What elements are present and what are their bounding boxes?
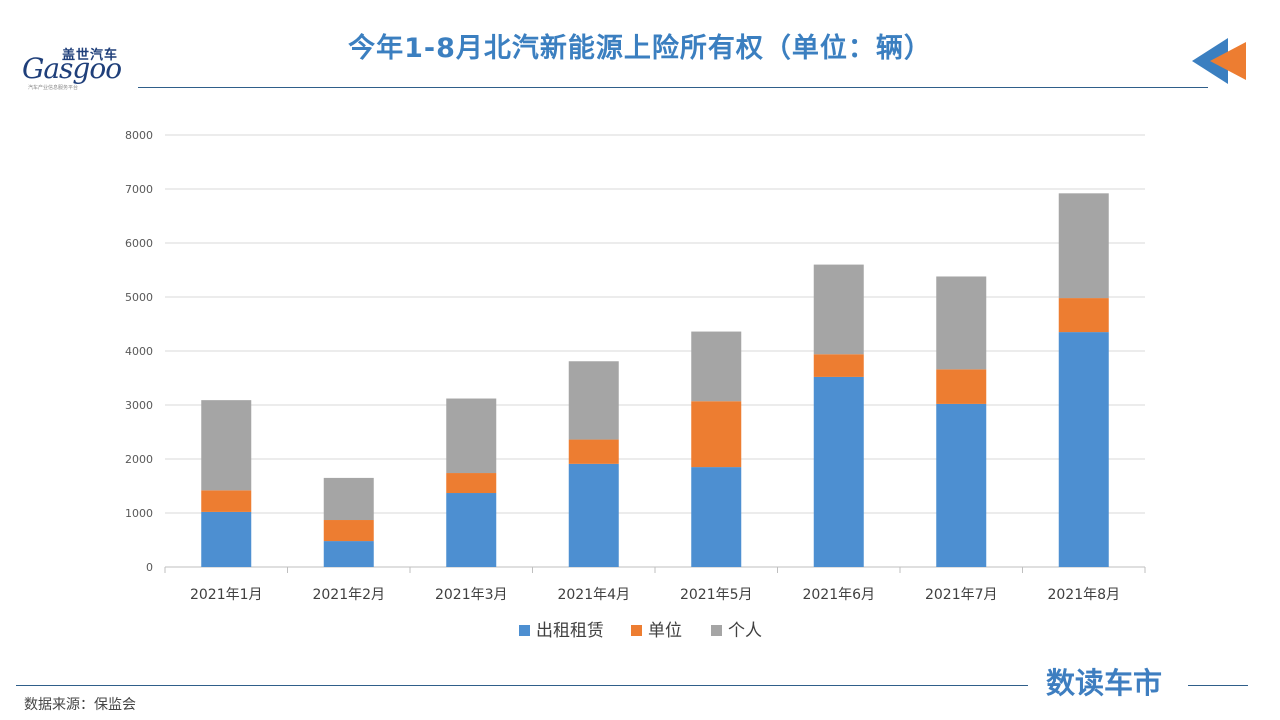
bar-segment bbox=[201, 511, 252, 567]
legend-label: 个人 bbox=[728, 621, 762, 641]
footer-divider-left bbox=[16, 685, 1028, 686]
logo-english-text: Gasgoo bbox=[22, 52, 122, 85]
x-tick-label: 2021年3月 bbox=[435, 587, 508, 603]
bar-segment bbox=[323, 520, 374, 542]
legend-swatch bbox=[519, 625, 530, 636]
bar-segment bbox=[201, 490, 252, 512]
y-tick-label: 4000 bbox=[125, 345, 153, 358]
title-divider bbox=[138, 87, 1208, 88]
logo-tagline: 汽车产业信息服务平台 bbox=[28, 85, 79, 91]
bar-segment bbox=[936, 369, 987, 404]
x-tick-label: 2021年6月 bbox=[802, 587, 875, 603]
bar-segment bbox=[691, 401, 742, 468]
bar-segment bbox=[813, 354, 864, 377]
page-title: 今年1-8月北汽新能源上险所有权（单位：辆） bbox=[348, 33, 932, 64]
bar-segment bbox=[323, 477, 374, 521]
y-tick-label: 1000 bbox=[125, 507, 153, 520]
bar-segment bbox=[568, 361, 619, 440]
bar-segment bbox=[691, 467, 742, 567]
x-tick-label: 2021年4月 bbox=[557, 587, 630, 603]
bar-segment bbox=[1058, 332, 1109, 567]
legend-swatch bbox=[631, 625, 642, 636]
y-tick-label: 3000 bbox=[125, 399, 153, 412]
bar-segment bbox=[323, 541, 374, 567]
bar-segment bbox=[691, 331, 742, 402]
gasgoo-logo: 盖世汽车 Gasgoo 汽车产业信息服务平台 bbox=[22, 42, 142, 92]
footer-divider-right bbox=[1188, 685, 1248, 686]
x-tick-label: 2021年7月 bbox=[925, 587, 998, 603]
bar-segment bbox=[1058, 298, 1109, 333]
bar-segment bbox=[936, 403, 987, 567]
y-tick-label: 2000 bbox=[125, 453, 153, 466]
bar-segment bbox=[813, 264, 864, 355]
bar-segment bbox=[813, 376, 864, 567]
logo-chinese-text: 盖世汽车 bbox=[62, 48, 119, 63]
x-tick-label: 2021年5月 bbox=[680, 587, 753, 603]
x-tick-label: 2021年1月 bbox=[190, 587, 263, 603]
legend-swatch bbox=[711, 625, 722, 636]
bar-segment bbox=[568, 439, 619, 464]
y-tick-label: 5000 bbox=[125, 291, 153, 304]
bar-segment bbox=[446, 473, 497, 494]
y-tick-label: 8000 bbox=[125, 129, 153, 142]
x-tick-label: 2021年2月 bbox=[312, 587, 385, 603]
bar-segment bbox=[446, 493, 497, 567]
bar-segment bbox=[568, 463, 619, 567]
y-tick-label: 6000 bbox=[125, 237, 153, 250]
bar-segment bbox=[446, 398, 497, 474]
y-tick-label: 0 bbox=[146, 561, 153, 574]
legend-label: 单位 bbox=[648, 621, 682, 641]
bar-segment bbox=[1058, 193, 1109, 299]
brand-mark: 数读车市 bbox=[1046, 666, 1163, 700]
bar-segment bbox=[201, 400, 252, 491]
data-source-note: 数据来源：保监会 bbox=[24, 697, 136, 713]
y-tick-label: 7000 bbox=[125, 183, 153, 196]
legend-label: 出租租赁 bbox=[536, 621, 604, 641]
corner-arrow-icon bbox=[1192, 38, 1246, 84]
bar-segment bbox=[936, 276, 987, 370]
x-tick-label: 2021年8月 bbox=[1047, 587, 1120, 603]
